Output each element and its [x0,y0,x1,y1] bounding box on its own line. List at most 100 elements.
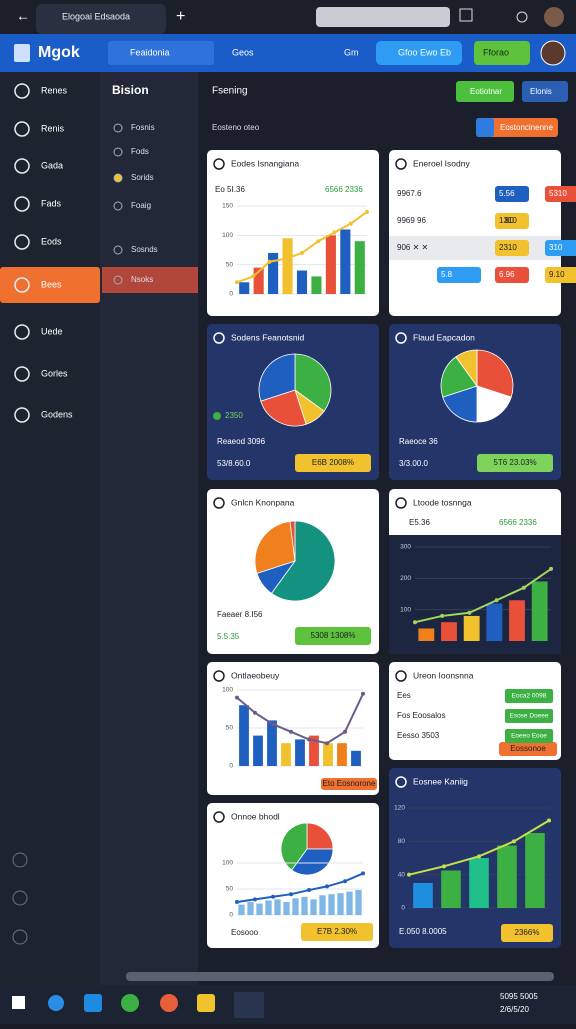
bar [441,870,461,908]
card-stat: Eo 5Ⅰ.36 [215,185,245,194]
pill[interactable] [295,454,371,472]
nav-item[interactable]: Eods [41,236,62,246]
table-cell: 1310 [499,216,517,225]
trend-point [407,872,411,877]
bar [328,894,335,915]
nav-item[interactable]: Gada [41,160,63,170]
cell-badge [545,186,576,202]
nav-item[interactable]: Godens [41,409,73,419]
y-tick-label: 80 [398,838,406,845]
app-icon[interactable] [160,994,178,1012]
pill[interactable] [301,923,373,941]
pill[interactable] [321,778,377,790]
search[interactable] [108,41,214,65]
bar [267,720,277,766]
pie-slice [258,353,296,402]
trend-point [365,209,369,214]
header-link[interactable]: Gm [344,47,359,57]
subnav-icon [113,173,123,183]
card-icon [213,158,225,170]
bar [253,735,263,766]
header-button[interactable] [474,41,530,65]
bar [238,904,245,915]
nav-item[interactable]: Gorles [41,368,68,378]
nav-item[interactable]: Renes [41,85,68,95]
app-icon[interactable] [84,994,102,1012]
trend-point [442,864,446,869]
pill[interactable] [295,627,371,645]
nav-item[interactable]: Uede [41,326,63,336]
avatar[interactable] [544,7,564,27]
trend-line [414,568,552,624]
icon[interactable] [516,11,528,23]
pie-slice [270,520,336,602]
new-tab[interactable]: + [176,8,185,25]
button[interactable] [456,81,514,102]
avatar[interactable] [540,40,566,66]
logo: Mgok [38,44,80,61]
card-title: Gnlcn Knonpana [231,497,295,507]
app-icon[interactable] [197,994,215,1012]
card-title: Ltoode tosnnga [413,497,472,507]
address-bar[interactable] [316,7,450,27]
bar [274,899,281,915]
bar [296,270,308,294]
nav-item[interactable]: Bees [41,279,62,289]
list-button[interactable] [505,729,553,743]
list-button-text: Eoca2 0098 [512,693,547,700]
subnav-item[interactable]: Sorids [131,173,154,182]
pie-slice [294,353,332,412]
pie-slice [260,389,307,427]
bar [463,615,480,641]
trend-point [307,737,311,742]
card-icon [213,811,225,823]
pill[interactable] [499,742,557,756]
scrollbar[interactable] [126,972,554,981]
nav-item[interactable]: Fads [41,198,62,208]
header-link[interactable]: Geos [232,47,254,57]
button[interactable] [476,118,558,137]
subnav-item[interactable]: Fosnis [131,123,155,132]
app-icon[interactable] [121,994,139,1012]
button[interactable] [522,81,568,102]
bar [311,276,322,294]
bar [309,735,319,766]
subnav-item[interactable]: Foaig [131,201,151,210]
subnav-item[interactable]: Fods [131,147,149,156]
header-button-text: Gfoo Ewo Eb [398,47,451,57]
app-icon[interactable] [234,992,264,1018]
card-stat: 3/3.00.0 [399,459,428,468]
legend-dot [213,412,221,420]
table-cell: 6.96 [499,270,515,279]
bar [253,267,264,294]
start-icon[interactable] [12,996,25,1009]
trend-point [477,854,481,859]
list-button[interactable] [505,689,553,703]
pill[interactable] [477,454,553,472]
pill[interactable] [501,924,553,942]
app-icon[interactable] [48,995,64,1011]
trend-point [549,566,553,571]
subnav-item[interactable]: Nsoks [131,275,153,284]
subnav-icon [113,201,123,211]
sidebar [0,72,100,985]
back-button[interactable]: ← [16,8,30,24]
table-cell: 2310 [499,243,517,252]
tab[interactable] [36,4,166,34]
bar [418,628,435,641]
list-button[interactable] [505,709,553,723]
subnav-item[interactable]: Sosnds [131,245,158,254]
icon[interactable] [459,8,473,22]
card-icon [395,497,407,509]
table-cell: 5.56 [499,189,515,198]
trend-point [512,839,516,844]
header-button[interactable] [376,41,462,65]
nav-icon [12,890,28,906]
y-tick-label: 100 [400,606,411,613]
nav-icon [12,929,28,945]
bar [525,833,545,908]
nav-item[interactable]: Renis [41,123,65,133]
table-cell: 9969 96 [397,216,426,225]
subnav [100,72,198,985]
card-stat: 53/8.60.0 [217,459,251,468]
